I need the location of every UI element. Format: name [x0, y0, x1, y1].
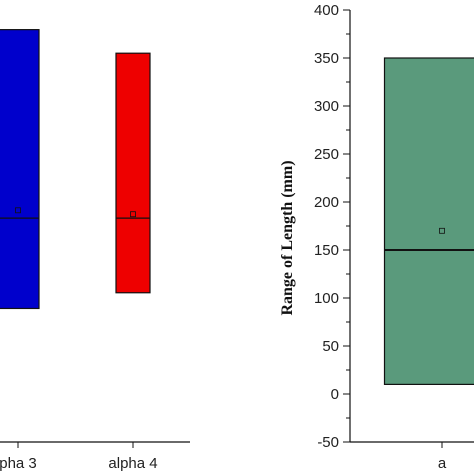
y-axis-title: Range of Length (mm)	[279, 160, 296, 315]
y-tick-label-350: 350	[314, 50, 339, 67]
y-tick-label-50: -50	[317, 434, 339, 451]
y-tick-label-0: 0	[331, 386, 339, 403]
y-tick-label-400: 400	[314, 2, 339, 19]
left-box-plot-panel: pha 3 alpha 4	[0, 29, 190, 472]
right-box-plot-panel: -50 0 50 100 150 200 250 300 350 400 Range of Leng…	[279, 2, 474, 472]
x-tick-label-alpha-3: pha 3	[0, 455, 37, 472]
y-tick-label-100: 100	[314, 290, 339, 307]
y-tick-label-300: 300	[314, 98, 339, 115]
mean-marker-alpha-3	[15, 207, 21, 214]
y-tick-label-50: 50	[322, 338, 339, 355]
y-tick-label-250: 250	[314, 146, 339, 163]
x-tick-label-a: a	[438, 455, 447, 472]
box-alpha-4	[115, 52, 151, 294]
mean-marker-a	[439, 227, 445, 234]
y-tick-label-150: 150	[314, 242, 339, 259]
mean-marker-alpha-4	[130, 211, 136, 218]
box-alpha-3	[0, 29, 40, 310]
box-a	[383, 57, 474, 385]
x-tick-label-alpha-4: alpha 4	[108, 455, 157, 472]
y-tick-label-200: 200	[314, 194, 339, 211]
